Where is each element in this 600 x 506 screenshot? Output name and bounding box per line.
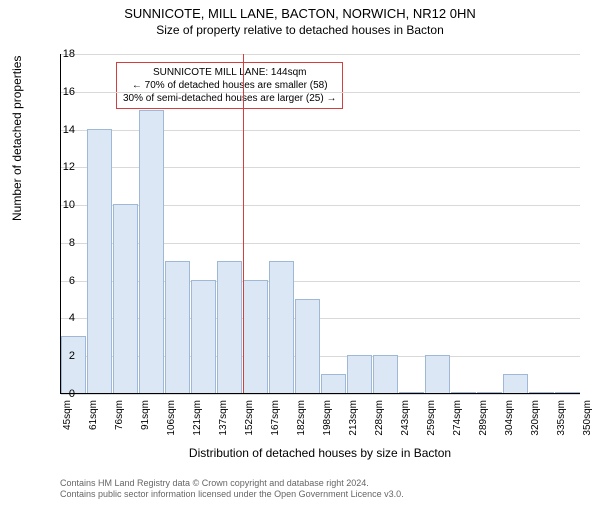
histogram-bar: [425, 355, 450, 393]
histogram-bar: [139, 110, 164, 393]
histogram-bar: [477, 392, 502, 393]
histogram-bar: [347, 355, 372, 393]
y-tick-label: 0: [69, 388, 75, 400]
grid-line: [61, 54, 580, 55]
annotation-line: ← 70% of detached houses are smaller (58…: [123, 79, 336, 92]
x-axis-label: Distribution of detached houses by size …: [60, 446, 580, 460]
histogram-bar: [243, 280, 268, 393]
histogram-bar: [555, 392, 580, 393]
x-tick-label: 304sqm: [504, 400, 515, 440]
x-tick-label: 182sqm: [296, 400, 307, 440]
histogram-bar: [399, 392, 424, 393]
x-tick-label: 198sqm: [322, 400, 333, 440]
x-tick-label: 228sqm: [374, 400, 385, 440]
footnote-line-2: Contains public sector information licen…: [60, 489, 404, 500]
histogram-bar: [269, 261, 294, 393]
y-tick-label: 4: [69, 312, 75, 324]
x-tick-label: 45sqm: [62, 400, 73, 440]
histogram-bar: [61, 336, 86, 393]
x-tick-label: 289sqm: [478, 400, 489, 440]
y-tick-label: 12: [63, 161, 75, 173]
x-tick-label: 259sqm: [426, 400, 437, 440]
y-tick-label: 2: [69, 350, 75, 362]
grid-line: [61, 394, 580, 395]
y-tick-label: 6: [69, 275, 75, 287]
annotation-box: SUNNICOTE MILL LANE: 144sqm← 70% of deta…: [116, 62, 343, 109]
annotation-line: SUNNICOTE MILL LANE: 144sqm: [123, 66, 336, 79]
histogram-bar: [191, 280, 216, 393]
reference-line: [243, 54, 244, 393]
y-tick-label: 10: [63, 199, 75, 211]
histogram-bar: [217, 261, 242, 393]
x-tick-label: 335sqm: [556, 400, 567, 440]
histogram-bar: [295, 299, 320, 393]
chart-subtitle: Size of property relative to detached ho…: [0, 23, 600, 37]
y-axis-label: Number of detached properties: [10, 56, 24, 221]
histogram-bar: [503, 374, 528, 393]
annotation-line: 30% of semi-detached houses are larger (…: [123, 92, 336, 105]
x-tick-label: 274sqm: [452, 400, 463, 440]
x-tick-label: 152sqm: [244, 400, 255, 440]
x-tick-label: 61sqm: [88, 400, 99, 440]
chart-title-address: SUNNICOTE, MILL LANE, BACTON, NORWICH, N…: [0, 6, 600, 21]
grid-line: [61, 92, 580, 93]
x-tick-label: 243sqm: [400, 400, 411, 440]
y-tick-label: 16: [63, 86, 75, 98]
footnote-line-1: Contains HM Land Registry data © Crown c…: [60, 478, 404, 489]
x-tick-label: 137sqm: [218, 400, 229, 440]
histogram-bar: [321, 374, 346, 393]
y-tick-label: 14: [63, 124, 75, 136]
y-tick-label: 8: [69, 237, 75, 249]
x-tick-label: 320sqm: [530, 400, 541, 440]
footnote: Contains HM Land Registry data © Crown c…: [60, 478, 404, 500]
chart-area: SUNNICOTE MILL LANE: 144sqm← 70% of deta…: [60, 54, 580, 424]
histogram-bar: [529, 392, 554, 393]
histogram-bar: [113, 204, 138, 393]
histogram-bar: [373, 355, 398, 393]
x-tick-label: 106sqm: [166, 400, 177, 440]
x-tick-label: 350sqm: [582, 400, 593, 440]
histogram-bar: [87, 129, 112, 393]
histogram-bar: [165, 261, 190, 393]
y-tick-label: 18: [63, 48, 75, 60]
histogram-bar: [451, 392, 476, 393]
x-tick-label: 121sqm: [192, 400, 203, 440]
x-tick-label: 91sqm: [140, 400, 151, 440]
x-tick-label: 167sqm: [270, 400, 281, 440]
x-tick-label: 213sqm: [348, 400, 359, 440]
plot-area: SUNNICOTE MILL LANE: 144sqm← 70% of deta…: [60, 54, 580, 394]
x-tick-label: 76sqm: [114, 400, 125, 440]
